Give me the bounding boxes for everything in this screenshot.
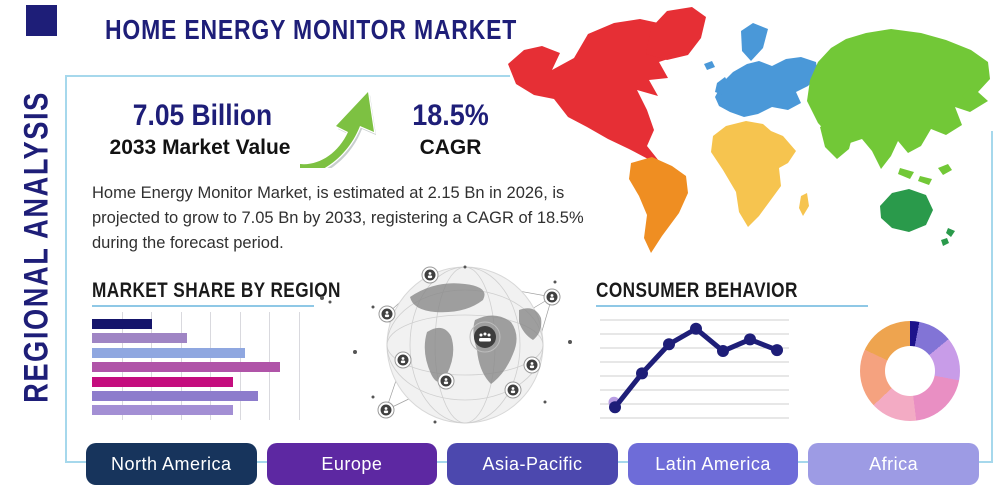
region-button-europe[interactable]: Europe bbox=[266, 443, 438, 485]
network-node bbox=[421, 266, 439, 284]
network-node bbox=[523, 356, 541, 374]
line-point bbox=[690, 322, 702, 335]
network-node bbox=[394, 351, 412, 369]
network-node bbox=[543, 288, 561, 306]
consumer-behavior-underline bbox=[596, 305, 868, 307]
bar-segment bbox=[92, 391, 258, 401]
line-point bbox=[636, 367, 648, 380]
panel-border-top bbox=[65, 75, 510, 77]
region-button-asia-pacific[interactable]: Asia-Pacific bbox=[447, 443, 618, 485]
panel-border-left bbox=[65, 75, 67, 463]
growth-arrow-icon bbox=[298, 89, 376, 168]
map-region-south-america bbox=[629, 157, 688, 253]
donut-chart bbox=[860, 321, 960, 421]
network-node bbox=[378, 305, 396, 323]
corner-accent-square bbox=[26, 5, 57, 36]
network-nodes bbox=[377, 266, 561, 419]
network-node bbox=[437, 372, 455, 390]
market-value-label: 2033 Market Value bbox=[109, 136, 291, 159]
world-map bbox=[508, 7, 990, 253]
line-point bbox=[663, 338, 675, 351]
bar-segment bbox=[92, 333, 188, 344]
line-point bbox=[771, 344, 783, 357]
side-label: REGIONAL ANALYSIS bbox=[17, 91, 56, 403]
network-hub-node bbox=[469, 321, 501, 353]
map-region-oceania bbox=[880, 189, 955, 246]
panel-border-right bbox=[991, 131, 993, 463]
market-description: Home Energy Monitor Market, is estimated… bbox=[92, 184, 584, 252]
region-button-north-america[interactable]: North America bbox=[86, 443, 257, 485]
line-point bbox=[744, 333, 756, 346]
bar-segment bbox=[92, 319, 153, 329]
bar-segment bbox=[92, 376, 233, 387]
bar-segment bbox=[92, 362, 281, 373]
cagr-value: 18.5% bbox=[412, 99, 489, 132]
region-button-latin-america[interactable]: Latin America bbox=[627, 443, 799, 485]
map-region-europe bbox=[704, 23, 818, 117]
bar-gridline bbox=[299, 312, 300, 420]
network-node bbox=[504, 381, 522, 399]
region-buttons: North America Europe Asia-Pacific Latin Ame… bbox=[86, 443, 979, 485]
growth-arrow-body bbox=[298, 89, 376, 168]
line-point bbox=[717, 345, 729, 358]
map-region-asia bbox=[807, 29, 990, 185]
map-region-africa bbox=[711, 121, 809, 227]
bar-segment bbox=[92, 347, 246, 358]
consumer-line-chart bbox=[600, 319, 789, 419]
market-share-bar-chart bbox=[92, 312, 300, 420]
network-dots bbox=[320, 265, 572, 424]
consumer-behavior-title: CONSUMER BEHAVIOR bbox=[596, 279, 798, 302]
page-title: HOME ENERGY MONITOR MARKET bbox=[105, 14, 518, 45]
network-node bbox=[377, 401, 395, 419]
global-network-graphic bbox=[320, 265, 572, 424]
line-point bbox=[609, 401, 621, 414]
cagr-label: CAGR bbox=[419, 136, 482, 159]
bar-segment bbox=[92, 405, 233, 416]
region-button-africa[interactable]: Africa bbox=[808, 443, 979, 485]
market-value: 7.05 Billion bbox=[132, 99, 273, 132]
map-region-north-america bbox=[508, 7, 706, 177]
market-share-title: MARKET SHARE BY REGION bbox=[92, 279, 341, 302]
market-share-underline bbox=[92, 305, 314, 307]
